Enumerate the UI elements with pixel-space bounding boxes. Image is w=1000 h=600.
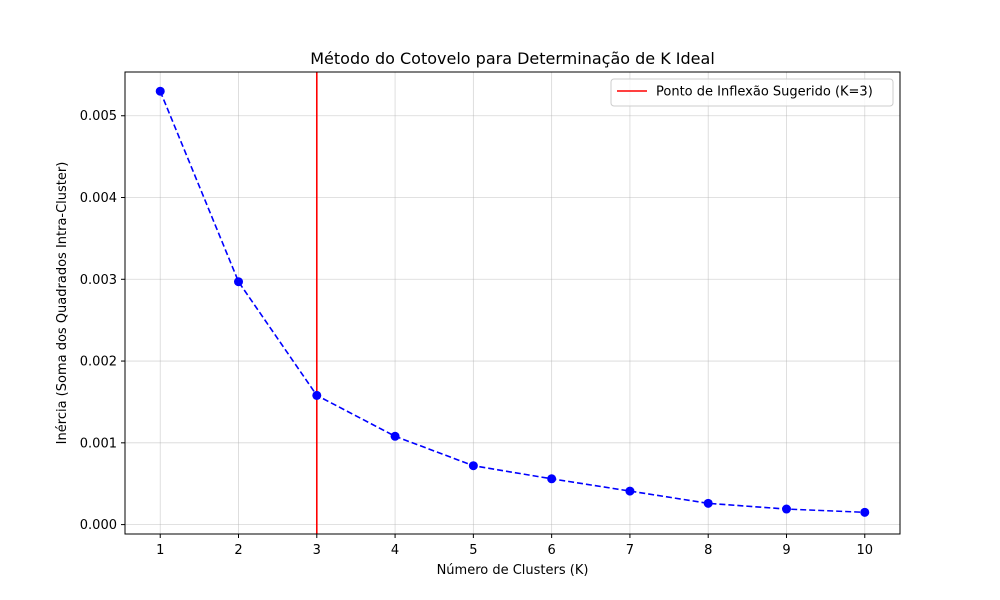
data-point: [781, 504, 791, 514]
x-tick-label: 10: [856, 543, 873, 558]
x-tick-label: 8: [704, 543, 712, 558]
x-tick-label: 7: [626, 543, 634, 558]
x-tick-label: 2: [234, 543, 242, 558]
x-axis-label: Número de Clusters (K): [437, 563, 589, 578]
x-tick-label: 4: [391, 543, 399, 558]
data-point: [625, 486, 635, 496]
x-axis-ticks: 1 2 3 4 5 6 7 8 9 10: [156, 534, 873, 558]
plot-frame: [124, 71, 901, 535]
data-point: [468, 461, 478, 471]
legend-box: [610, 78, 894, 107]
data-point: [234, 277, 244, 287]
data-point: [860, 507, 870, 517]
data-point: [703, 498, 713, 508]
y-axis-ticks: 0.000 0.001 0.002 0.003 0.004 0.005: [80, 109, 125, 533]
x-tick-label: 9: [782, 543, 790, 558]
data-point: [390, 431, 400, 441]
data-point: [155, 86, 165, 96]
legend-label: Ponto de Inflexão Sugerido (K=3): [656, 85, 873, 100]
chart-title: Método do Cotovelo para Determinação de …: [310, 49, 715, 68]
y-axis-label: Inércia (Soma dos Quadrados Intra-Cluste…: [55, 162, 70, 445]
y-tick-label: 0.001: [80, 436, 117, 451]
data-point: [312, 390, 322, 400]
legend: Ponto de Inflexão Sugerido (K=3): [610, 78, 894, 107]
x-tick-label: 6: [548, 543, 556, 558]
x-tick-label: 5: [469, 543, 477, 558]
x-tick-label: 3: [313, 543, 321, 558]
y-tick-label: 0.005: [80, 109, 117, 124]
plot-area: [125, 72, 900, 534]
y-tick-label: 0.002: [80, 355, 117, 370]
x-tick-label: 1: [156, 543, 164, 558]
y-tick-label: 0.004: [80, 191, 117, 206]
series-group: [155, 86, 870, 517]
y-tick-label: 0.000: [80, 518, 117, 533]
y-tick-label: 0.003: [80, 273, 117, 288]
data-point: [547, 474, 557, 484]
series-line: [159, 90, 865, 514]
